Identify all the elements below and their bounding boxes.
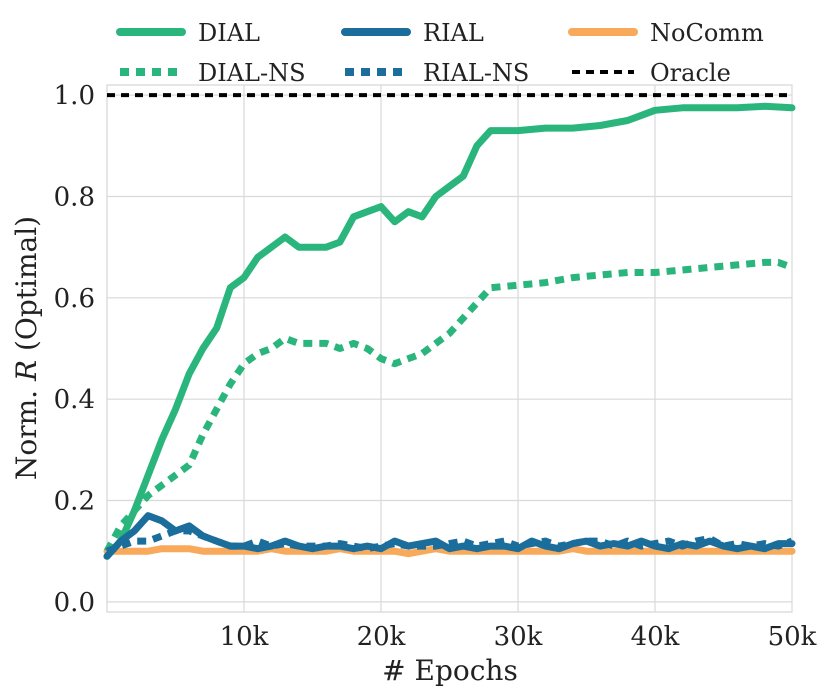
plot-area	[106, 84, 793, 613]
y-tick-label: 1.0	[54, 81, 95, 111]
series-layer	[103, 93, 796, 560]
legend-label-rial: RIAL	[423, 19, 484, 47]
y-tick-label: 0.0	[54, 588, 95, 618]
series-line-dial-ns	[103, 258, 794, 553]
x-tick-label: 50k	[768, 622, 817, 652]
y-tick-label: 0.6	[54, 284, 95, 314]
series-line-rial	[103, 512, 796, 560]
y-axis-label-italic: R	[10, 360, 43, 382]
legend-label-dial: DIAL	[198, 19, 260, 47]
legend-label-nocomm: NoComm	[650, 19, 764, 47]
y-axis-label-suffix: (Optimal)	[10, 216, 43, 360]
legend-label-rial-ns: RIAL-NS	[423, 59, 529, 87]
y-axis-label: Norm. R (Optimal)	[10, 216, 43, 480]
x-tick-label: 10k	[220, 622, 269, 652]
y-axis-ticks: 0.0 0.2 0.4 0.6 0.8 1.0	[54, 81, 95, 618]
legend-label-dial-ns: DIAL-NS	[198, 59, 306, 87]
y-tick-label: 0.2	[54, 487, 95, 517]
y-axis-label-prefix: Norm.	[10, 381, 43, 480]
series-line-dial	[103, 102, 796, 560]
x-tick-label: 30k	[494, 622, 543, 652]
x-axis-label: # Epochs	[382, 654, 518, 687]
y-tick-label: 0.4	[54, 385, 95, 415]
x-tick-label: 20k	[357, 622, 406, 652]
legend-label-oracle: Oracle	[650, 59, 731, 87]
x-tick-label: 40k	[631, 622, 680, 652]
y-tick-label: 0.8	[54, 182, 95, 212]
x-axis-ticks: 10k 20k 30k 40k 50k	[220, 622, 817, 652]
legend: DIAL RIAL NoComm DIAL-NS RIAL-NS Oracle	[116, 19, 764, 87]
